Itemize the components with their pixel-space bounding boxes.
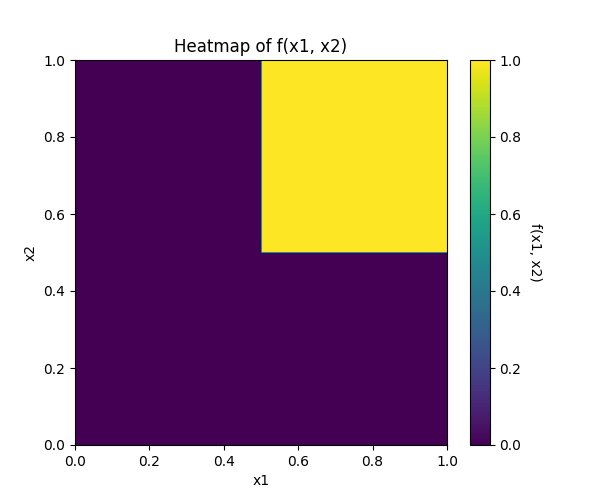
- Title: Heatmap of f(x1, x2): Heatmap of f(x1, x2): [175, 38, 347, 56]
- Y-axis label: f(x1, x2): f(x1, x2): [528, 223, 542, 282]
- Y-axis label: x2: x2: [24, 244, 38, 261]
- X-axis label: x1: x1: [253, 474, 269, 488]
